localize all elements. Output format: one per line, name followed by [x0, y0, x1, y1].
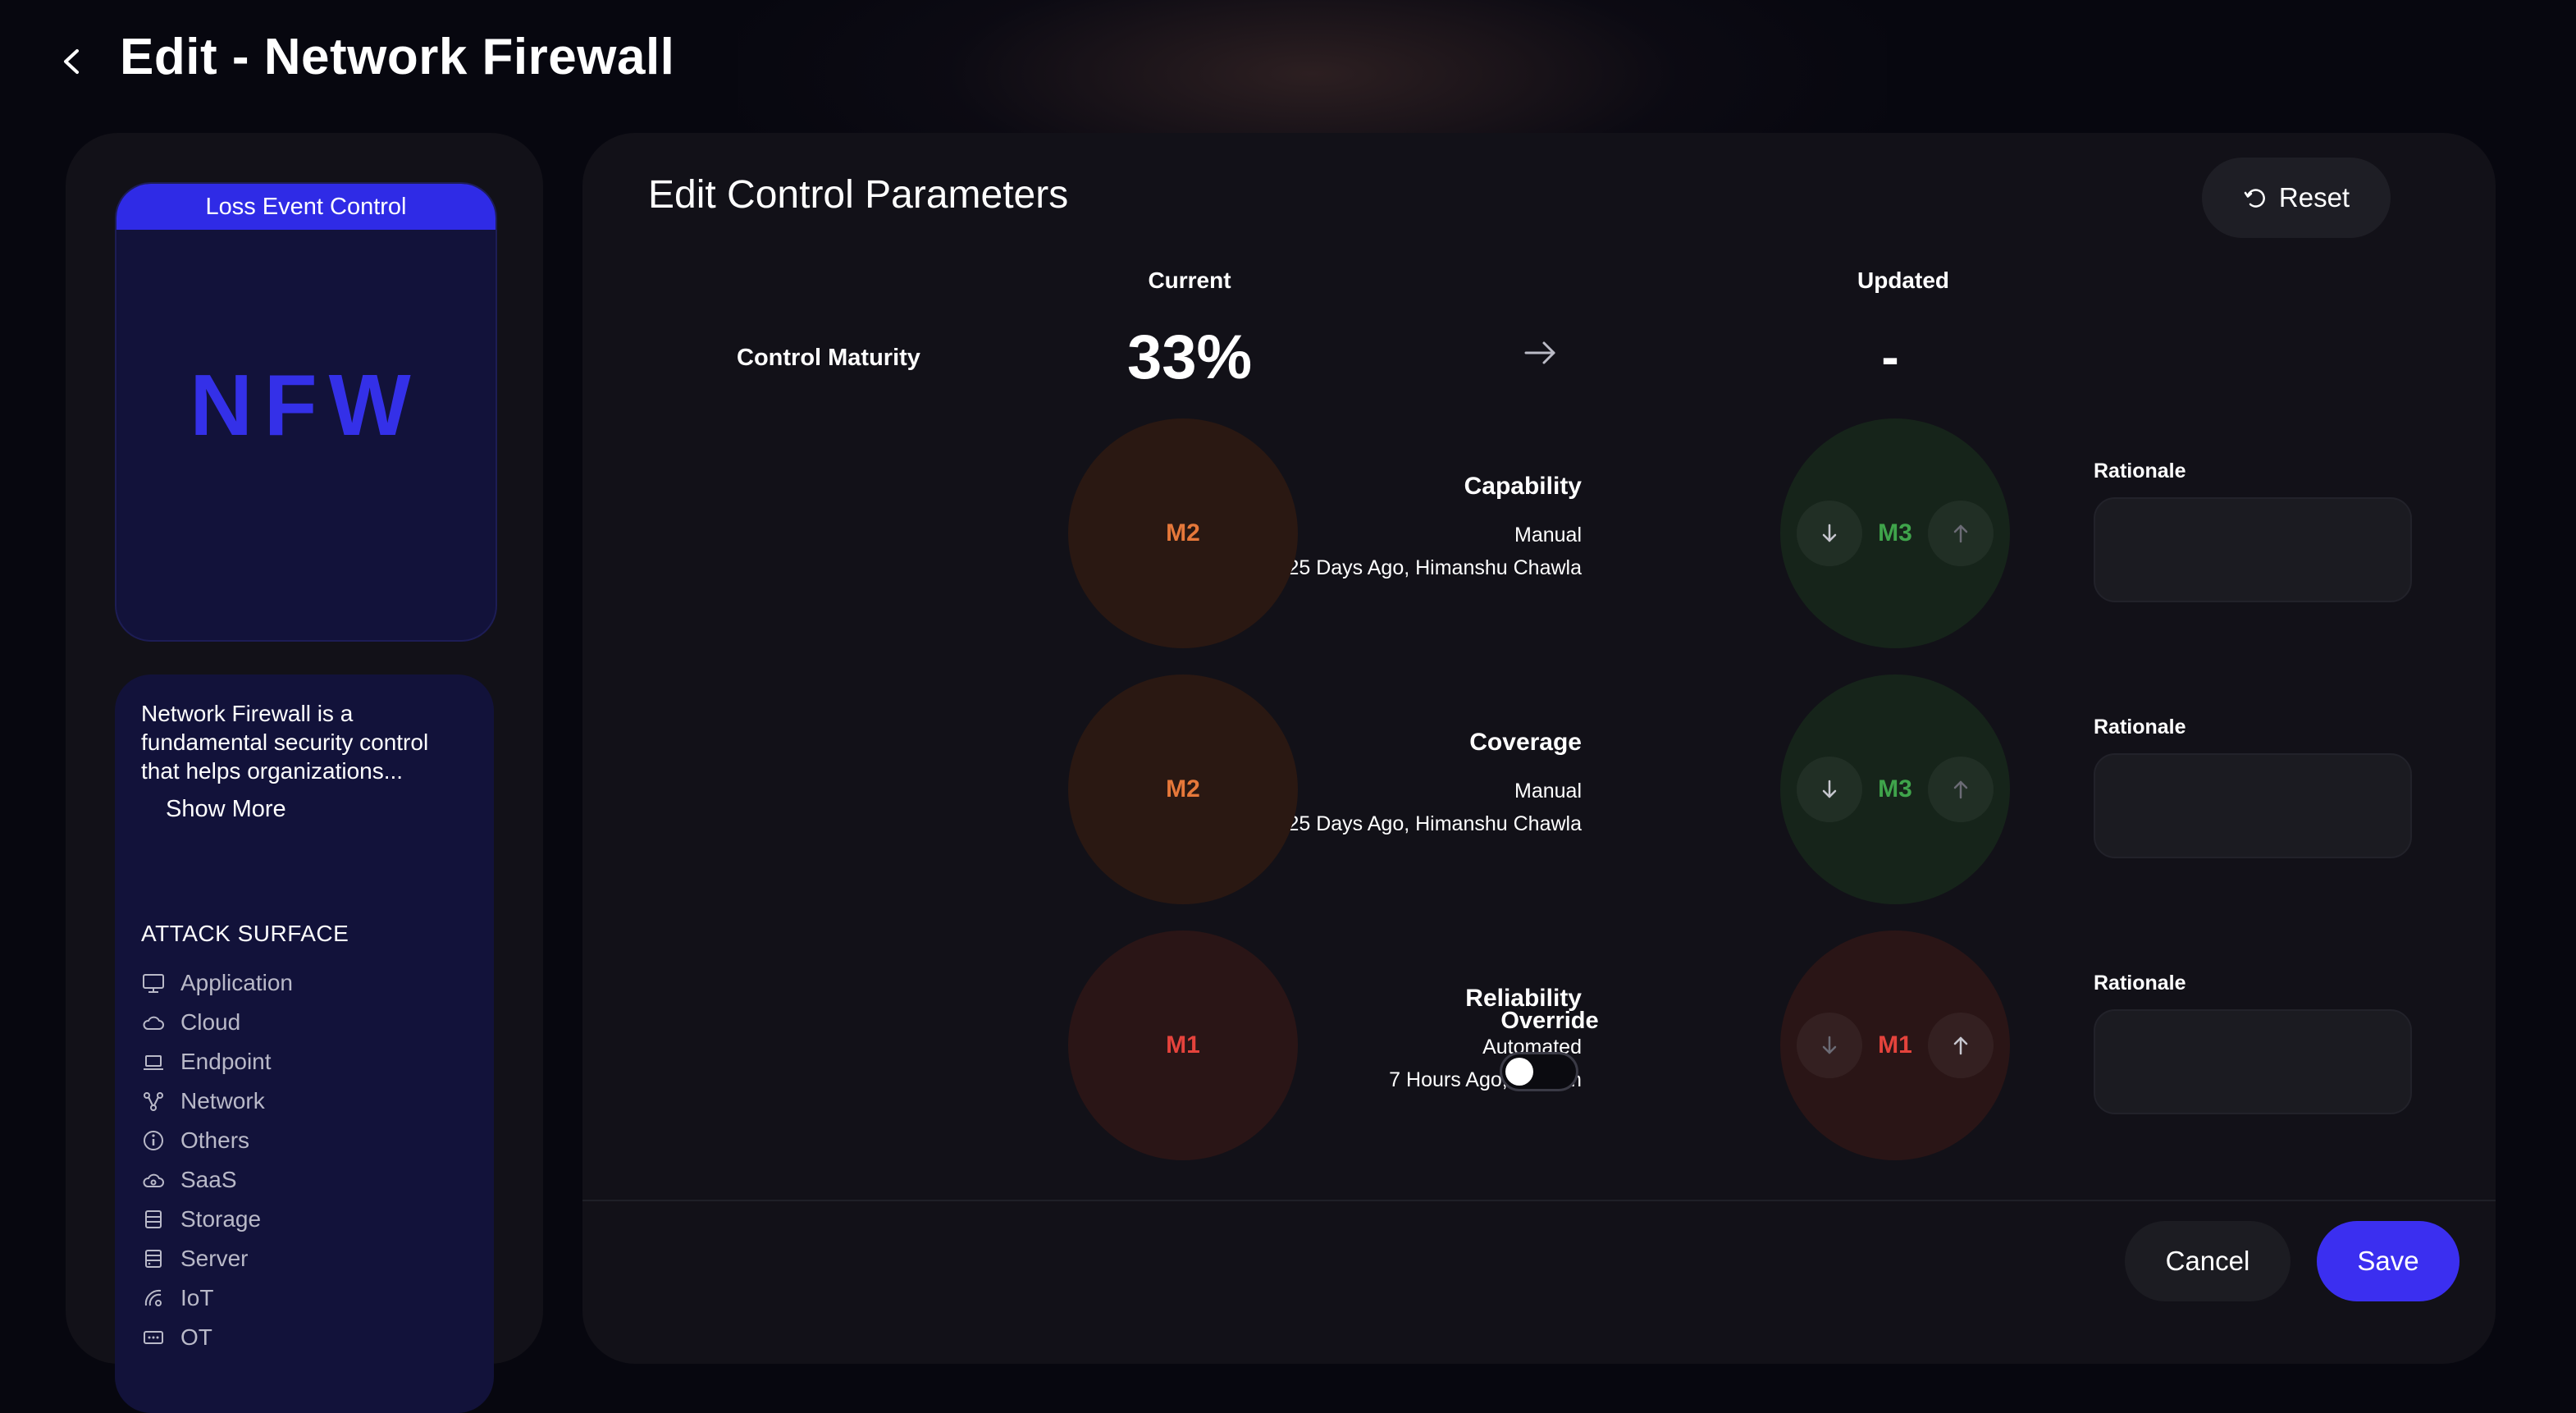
parameter-name: Capability — [1464, 473, 1582, 500]
saas-cloud-icon — [141, 1168, 166, 1192]
decrease-maturity-button[interactable] — [1797, 1013, 1862, 1078]
decrease-maturity-button[interactable] — [1797, 757, 1862, 822]
parameter-mode: Manual — [1514, 524, 1582, 546]
current-maturity-level: M2 — [1166, 775, 1200, 803]
control-description: Network Firewall is a fundamental securi… — [141, 701, 429, 784]
rationale-input-capability[interactable] — [2094, 497, 2412, 602]
parameter-mode: Manual — [1514, 780, 1582, 803]
parameter-name: Reliability — [1465, 985, 1582, 1012]
reset-icon — [2244, 189, 2265, 208]
cloud-icon — [141, 1010, 166, 1035]
attack-surface-storage[interactable]: Storage — [141, 1200, 293, 1239]
iot-icon — [141, 1286, 166, 1310]
increase-maturity-button[interactable] — [1928, 757, 1994, 822]
control-card: Loss Event Control NFW — [115, 182, 497, 642]
storage-icon — [141, 1207, 166, 1232]
section-title: Edit Control Parameters — [648, 173, 1069, 217]
increase-maturity-button[interactable] — [1928, 501, 1994, 566]
updated-maturity-circle: M3 — [1780, 674, 2010, 904]
arrow-right-icon — [1524, 341, 1555, 364]
network-icon — [141, 1089, 166, 1113]
chevron-left-icon — [64, 49, 79, 74]
updated-column-header: Updated — [1857, 268, 1949, 293]
show-more-link[interactable]: Show More — [166, 796, 286, 822]
rationale-label: Rationale — [2094, 716, 2186, 739]
reset-button[interactable]: Reset — [2202, 158, 2391, 238]
attack-surface-saas[interactable]: SaaS — [141, 1160, 293, 1200]
attack-surface-label: SaaS — [180, 1167, 237, 1192]
attack-surface-cloud[interactable]: Cloud — [141, 1003, 293, 1042]
rationale-input-reliability[interactable] — [2094, 1009, 2412, 1114]
arrow-down-icon — [1822, 524, 1837, 542]
attack-surface-application[interactable]: Application — [141, 963, 293, 1003]
current-column-header: Current — [1148, 268, 1231, 293]
control-maturity-label: Control Maturity — [737, 345, 920, 371]
reset-label: Reset — [2278, 182, 2350, 213]
attack-surface-label: IoT — [180, 1285, 214, 1310]
current-maturity-circle: M2 — [1068, 674, 1298, 904]
override-toggle[interactable] — [1500, 1052, 1578, 1091]
laptop-icon — [141, 1049, 166, 1074]
current-maturity-circle: M2 — [1068, 418, 1298, 648]
arrow-down-icon — [1822, 1036, 1837, 1054]
info-icon — [141, 1128, 166, 1153]
save-button[interactable]: Save — [2317, 1221, 2460, 1301]
attack-surface-iot[interactable]: IoT — [141, 1278, 293, 1318]
parameter-row-coverage: Coverage Manual 25 Days Ago, Himanshu Ch… — [582, 674, 2496, 904]
server-icon — [141, 1246, 166, 1271]
control-info-card: Network Firewall is a fundamental securi… — [115, 674, 494, 1413]
attack-surface-label: Network — [180, 1088, 265, 1113]
control-type-banner: Loss Event Control — [116, 184, 496, 230]
edit-parameters-panel: Edit Control Parameters Reset Current Up… — [582, 133, 2496, 1364]
parameter-last-updated: 25 Days Ago, Himanshu Chawla — [1287, 812, 1582, 835]
arrow-up-icon — [1953, 524, 1968, 543]
control-summary-panel: Loss Event Control NFW Network Firewall … — [66, 133, 543, 1413]
parameter-row-reliability: Reliability Automated 7 Hours Ago, Syste… — [582, 931, 2496, 1160]
attack-surface-label: Server — [180, 1246, 249, 1271]
decrease-maturity-button[interactable] — [1797, 501, 1862, 566]
parameter-last-updated: 25 Days Ago, Himanshu Chawla — [1287, 556, 1582, 579]
updated-maturity-circle: M3 — [1780, 418, 2010, 648]
attack-surface-heading: ATTACK SURFACE — [141, 921, 349, 946]
monitor-icon — [141, 971, 166, 995]
updated-maturity-level: M3 — [1878, 775, 1912, 803]
parameter-row-capability: Capability Manual 25 Days Ago, Himanshu … — [582, 418, 2496, 648]
attack-surface-label: OT — [180, 1324, 212, 1350]
parameter-name: Coverage — [1469, 729, 1582, 756]
updated-maturity-value: - — [1881, 327, 1899, 386]
attack-surface-list: Application Cloud Endpoint Network — [141, 963, 293, 1357]
footer-divider — [582, 1200, 2496, 1201]
attack-surface-label: Others — [180, 1127, 250, 1153]
current-maturity-value: 33% — [1126, 322, 1253, 392]
page-title: Edit - Network Firewall — [120, 29, 675, 85]
override-label: Override — [1500, 1008, 1599, 1034]
arrow-down-icon — [1822, 780, 1837, 798]
updated-maturity-level: M3 — [1878, 519, 1912, 546]
attack-surface-label: Cloud — [180, 1009, 241, 1035]
arrow-up-icon — [1953, 780, 1968, 799]
current-maturity-circle: M1 — [1068, 931, 1298, 1160]
back-button[interactable] — [56, 41, 89, 82]
updated-maturity-circle: M1 — [1780, 931, 2010, 1160]
attack-surface-label: Endpoint — [180, 1049, 272, 1074]
cancel-button[interactable]: Cancel — [2125, 1221, 2291, 1301]
toggle-knob — [1505, 1058, 1533, 1086]
attack-surface-endpoint[interactable]: Endpoint — [141, 1042, 293, 1081]
attack-surface-ot[interactable]: OT — [141, 1318, 293, 1357]
attack-surface-label: Storage — [180, 1206, 262, 1232]
current-maturity-level: M1 — [1166, 1031, 1200, 1059]
rationale-label: Rationale — [2094, 972, 2186, 995]
increase-maturity-button[interactable] — [1928, 1013, 1994, 1078]
attack-surface-others[interactable]: Others — [141, 1121, 293, 1160]
control-abbreviation: NFW — [190, 357, 422, 454]
attack-surface-network[interactable]: Network — [141, 1081, 293, 1121]
current-maturity-level: M2 — [1166, 519, 1200, 546]
attack-surface-server[interactable]: Server — [141, 1239, 293, 1278]
ot-icon — [141, 1325, 166, 1350]
arrow-up-icon — [1953, 1036, 1968, 1055]
rationale-input-coverage[interactable] — [2094, 753, 2412, 858]
updated-maturity-level: M1 — [1878, 1031, 1912, 1059]
attack-surface-label: Application — [180, 970, 293, 995]
rationale-label: Rationale — [2094, 460, 2186, 482]
